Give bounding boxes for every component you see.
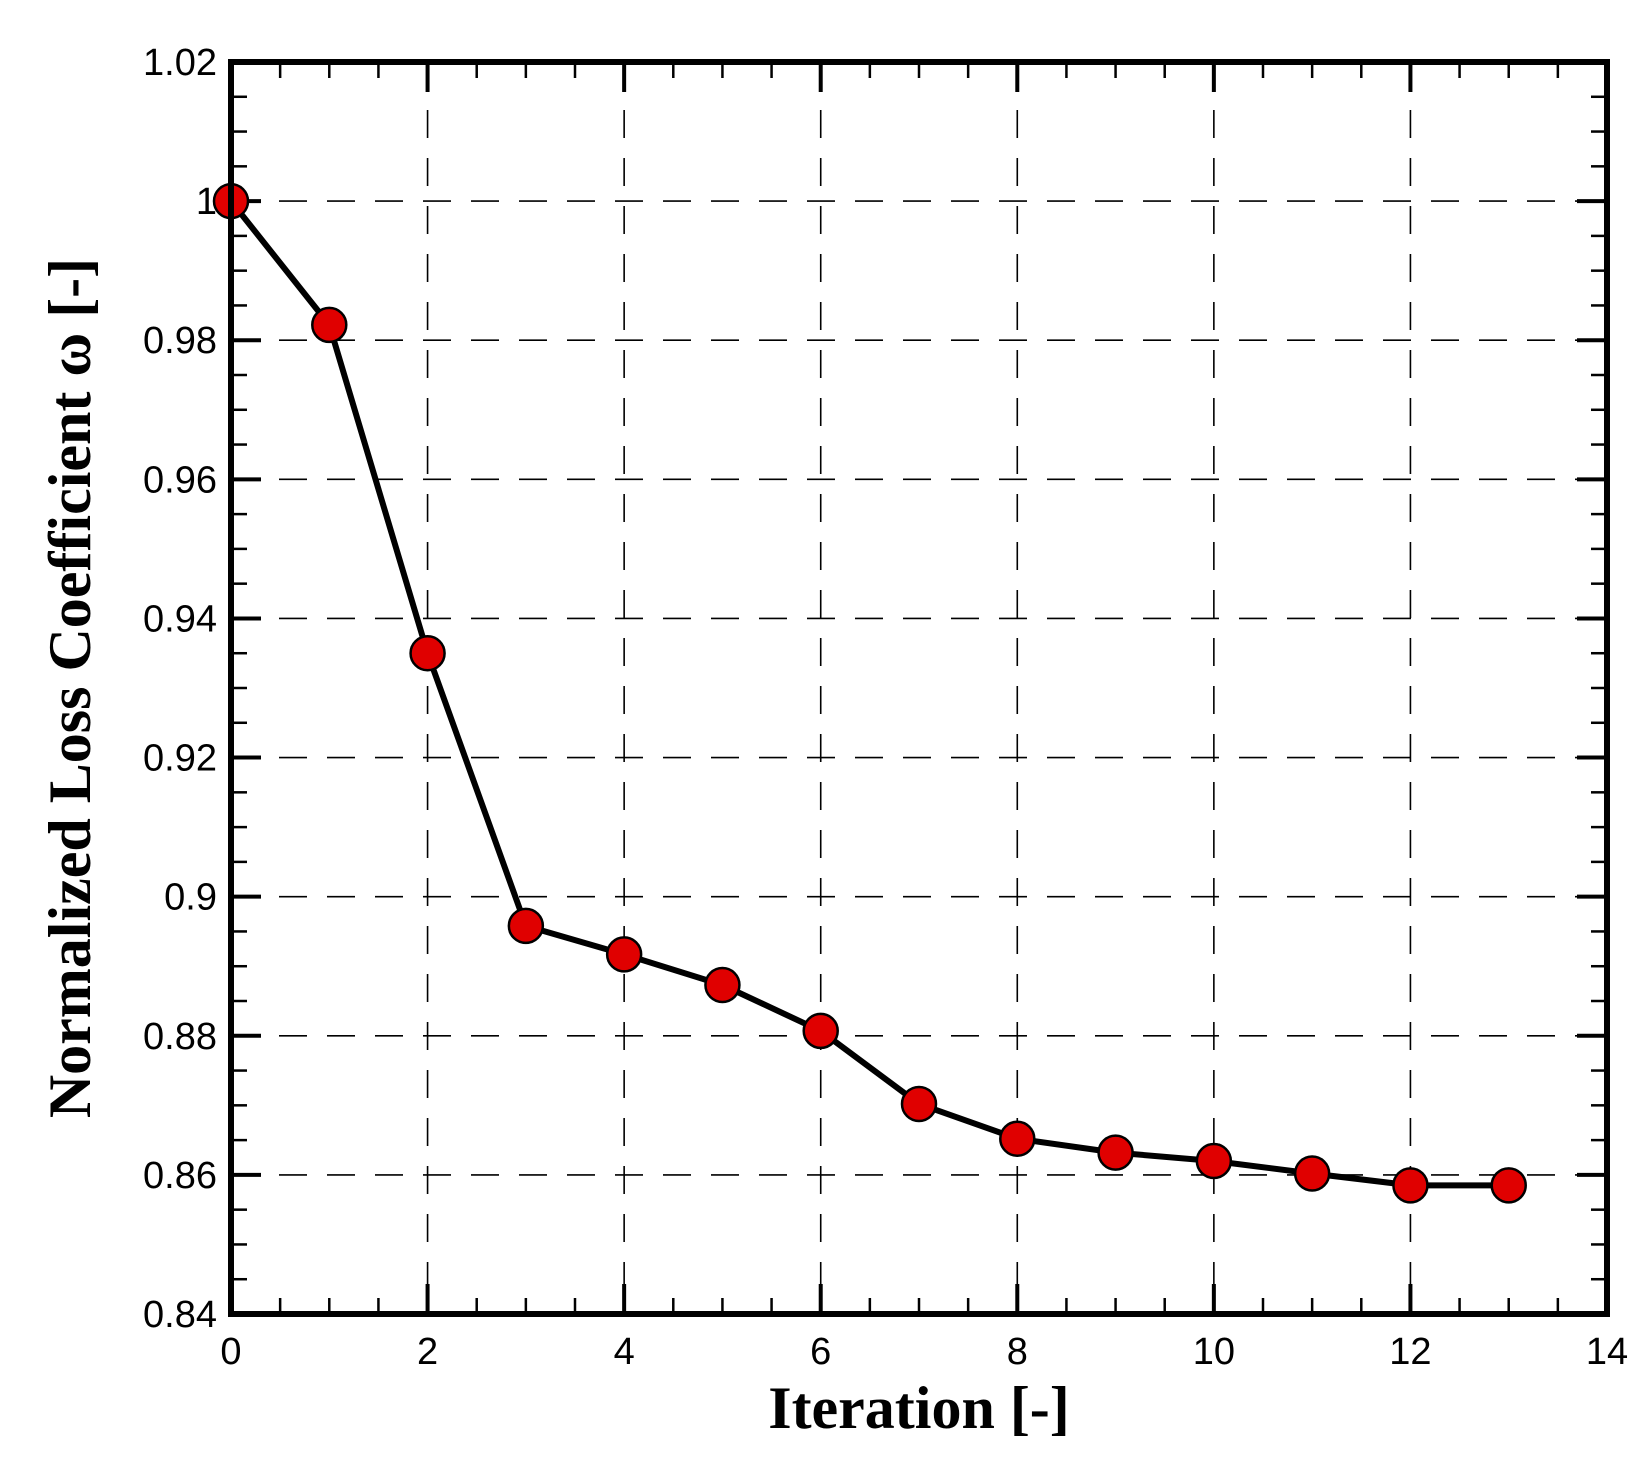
grid-lines xyxy=(231,62,1607,1314)
y-tick-label: 0.88 xyxy=(143,1016,217,1058)
x-tick-label: 12 xyxy=(1389,1331,1431,1373)
x-tick-label: 6 xyxy=(810,1331,831,1373)
data-point xyxy=(999,1120,1036,1157)
data-point xyxy=(900,1085,938,1123)
y-tick-label: 1 xyxy=(196,181,217,223)
y-tick-label: 0.94 xyxy=(143,598,217,640)
x-tick-label: 10 xyxy=(1193,1331,1235,1373)
data-point xyxy=(507,907,545,945)
y-tick-label: 0.84 xyxy=(143,1294,217,1336)
data-point xyxy=(1490,1167,1527,1204)
data-point xyxy=(1097,1134,1134,1171)
data-point xyxy=(409,634,446,672)
x-tick-label: 14 xyxy=(1586,1331,1628,1373)
plot-frame xyxy=(228,59,1610,1317)
data-point xyxy=(605,936,643,973)
series-line xyxy=(228,199,1509,1189)
data-point xyxy=(311,306,348,344)
data-point xyxy=(704,966,741,1004)
y-tick-label: 0.86 xyxy=(143,1155,217,1197)
tick-labels: 0 2 4 6 8 10 12 14 0.84 0.86 0.88 0.9 0.92 0.94 0.96 0.… xyxy=(143,42,1628,1373)
y-axis-title: Normalized Loss Coefficient ω [-] xyxy=(37,258,103,1118)
y-tick-label: 0.96 xyxy=(143,459,217,501)
y-tick-label: 0.92 xyxy=(143,738,217,780)
y-tick-label: 0.9 xyxy=(164,877,217,919)
data-series xyxy=(212,182,1527,1204)
data-point xyxy=(802,1012,839,1050)
data-point xyxy=(1293,1155,1331,1192)
x-tick-label: 8 xyxy=(1007,1331,1028,1373)
x-axis-title: Iteration [-] xyxy=(768,1375,1070,1441)
y-tick-label: 1.02 xyxy=(143,42,217,84)
x-tick-label: 2 xyxy=(417,1331,438,1373)
data-point xyxy=(1195,1142,1233,1180)
x-tick-label: 0 xyxy=(220,1331,241,1373)
data-point xyxy=(1392,1167,1429,1204)
x-tick-label: 4 xyxy=(614,1331,635,1373)
y-tick-label: 0.98 xyxy=(143,320,217,362)
